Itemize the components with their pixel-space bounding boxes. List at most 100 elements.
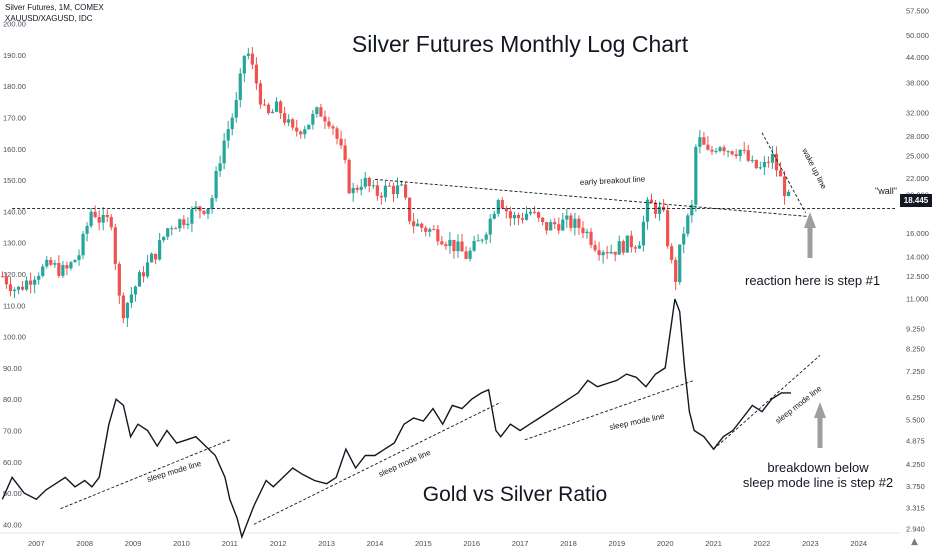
right-tick-label: 2.940 — [906, 524, 925, 533]
candle-body — [682, 233, 686, 245]
candle-body — [69, 262, 73, 269]
candle-body — [250, 53, 254, 65]
candle-body — [448, 239, 452, 247]
candle-body — [424, 227, 428, 232]
step2-label-line1: breakdown below — [767, 460, 869, 475]
right-tick-label: 16.000 — [906, 229, 929, 238]
candle-body — [89, 211, 93, 226]
candle-body — [303, 129, 307, 135]
right-tick-label: 50.000 — [906, 31, 929, 40]
up-arrow-step2 — [814, 402, 826, 448]
candle-body — [432, 229, 436, 231]
candle-body — [311, 113, 315, 125]
silver-chart-title: Silver Futures Monthly Log Chart — [352, 31, 689, 57]
candle-body — [186, 223, 190, 226]
time-tick-label: 2010 — [173, 539, 190, 548]
candle-body — [601, 252, 605, 256]
left-tick-label: 60.00 — [3, 458, 22, 467]
candle-body — [170, 228, 174, 230]
left-tick-label: 110.00 — [3, 301, 25, 310]
candle-body — [520, 218, 525, 220]
candle-body — [512, 214, 517, 219]
candle-body — [746, 150, 750, 161]
candle-body — [738, 149, 742, 157]
candle-body — [331, 126, 335, 129]
candle-body — [8, 284, 13, 292]
left-tick-label: 180.00 — [3, 82, 26, 91]
candle-body — [57, 263, 61, 276]
candle-body — [105, 214, 109, 218]
time-tick-label: 2007 — [28, 539, 45, 548]
candle-body — [109, 217, 113, 228]
candle-body — [581, 227, 585, 234]
candle-body — [266, 104, 271, 114]
candle-body — [593, 244, 597, 251]
candle-body — [408, 197, 412, 222]
candle-body — [65, 265, 69, 269]
candle-body — [488, 218, 492, 235]
right-tick-label: 38.000 — [906, 79, 929, 88]
candle-body — [141, 272, 146, 277]
candle-body — [234, 99, 238, 118]
right-tick-label: 28.000 — [906, 132, 929, 141]
candle-body — [762, 161, 766, 168]
time-tick-label: 2008 — [76, 539, 93, 548]
candle-body — [226, 129, 230, 141]
candle-body — [351, 187, 355, 194]
candle-body — [238, 73, 242, 100]
right-tick-label: 44.000 — [906, 53, 929, 62]
candle-body — [125, 302, 129, 319]
candle-body — [504, 208, 508, 212]
candle-body — [335, 128, 339, 139]
candle-body — [359, 186, 363, 190]
candle-body — [617, 241, 621, 255]
wake-up-label: wake up line — [800, 146, 829, 191]
candle-body — [629, 235, 633, 248]
candle-body — [702, 137, 706, 145]
candle-body — [162, 236, 166, 241]
candle-body — [528, 211, 533, 214]
candle-body — [262, 104, 267, 106]
candle-body — [722, 147, 726, 152]
candle-body — [375, 185, 379, 196]
candle-body — [214, 170, 218, 199]
candle-body — [589, 231, 593, 245]
right-tick-label: 9.250 — [906, 325, 925, 334]
candle-body — [553, 222, 557, 225]
candle-body — [20, 286, 25, 290]
early-breakout-label: early breakout line — [580, 175, 646, 187]
candle-body — [609, 251, 613, 254]
candle-body — [484, 234, 488, 240]
candle-body — [16, 286, 21, 290]
candle-body — [4, 276, 9, 285]
candle-body — [730, 151, 734, 155]
candle-body — [516, 214, 521, 219]
candle-body — [412, 221, 416, 227]
candle-body — [674, 259, 678, 283]
candle-body — [440, 241, 444, 245]
time-tick-label: 2015 — [415, 539, 432, 548]
candle-body — [734, 154, 738, 157]
candle-body — [371, 185, 375, 187]
left-tick-label: 130.00 — [3, 239, 26, 248]
candle-body — [645, 199, 650, 222]
candle-body — [274, 101, 279, 112]
up-arrow-step1 — [804, 212, 816, 258]
sleep-mode-label-4: sleep mode line — [774, 384, 824, 426]
candle-body — [565, 215, 569, 220]
left-tick-label: 160.00 — [3, 145, 26, 154]
candle-body — [202, 210, 206, 214]
time-tick-label: 2017 — [512, 539, 529, 548]
candle-body — [436, 229, 440, 242]
right-tick-label: 22.000 — [906, 174, 929, 183]
candle-body — [621, 241, 625, 253]
candle-body — [25, 280, 29, 290]
candle-body — [258, 83, 263, 105]
candle-body — [379, 195, 383, 198]
candle-body — [633, 247, 637, 249]
candle-body — [549, 222, 553, 231]
candle-body — [585, 231, 589, 234]
left-tick-label: 200.00 — [3, 20, 26, 29]
time-tick-label: 2024 — [850, 539, 867, 548]
